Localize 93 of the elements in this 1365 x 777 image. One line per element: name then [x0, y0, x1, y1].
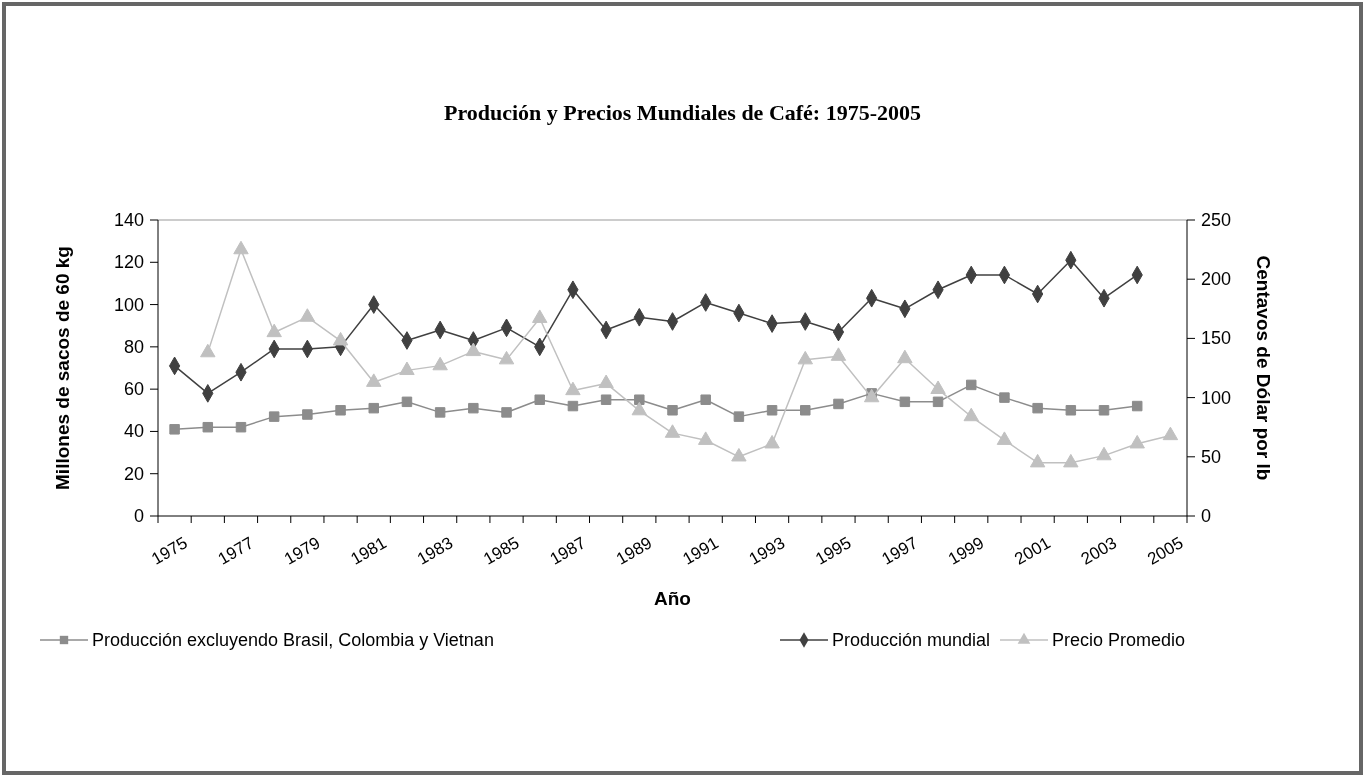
y-tick-label: 20	[123, 463, 144, 484]
y2-axis-title: Centavos de Dólar por lb	[1253, 255, 1274, 481]
point	[335, 405, 346, 416]
point	[1032, 402, 1043, 414]
y-tick-label: 80	[123, 336, 144, 357]
point	[1096, 446, 1112, 461]
point	[930, 380, 946, 394]
point	[532, 309, 548, 323]
point	[731, 447, 747, 462]
y-tick-label: 40	[123, 421, 144, 442]
point	[667, 405, 678, 416]
point	[399, 361, 415, 376]
x-tick-label: 1999	[944, 533, 988, 569]
point	[830, 347, 847, 361]
point	[1131, 400, 1143, 412]
y-tick-label: 60	[123, 379, 144, 400]
point	[468, 402, 479, 414]
x-tick-label: 1991	[679, 533, 722, 569]
point	[800, 405, 811, 416]
point	[664, 424, 681, 438]
point	[899, 396, 911, 408]
point	[268, 411, 280, 422]
point	[332, 331, 349, 346]
point	[465, 342, 482, 357]
point	[598, 374, 614, 389]
point	[567, 400, 579, 412]
point	[634, 394, 645, 405]
point	[200, 343, 216, 358]
point	[1065, 405, 1077, 416]
point	[299, 308, 316, 322]
point	[498, 350, 515, 365]
point	[631, 401, 648, 416]
x-tick-label: 1979	[281, 533, 324, 569]
chart-title: Produción y Precios Mundiales de Café: 1975-2005	[443, 100, 922, 125]
point	[833, 398, 844, 410]
point	[797, 350, 813, 365]
point	[434, 407, 446, 418]
y2-tick-label: 0	[1201, 506, 1212, 526]
point	[1029, 453, 1046, 468]
x-tick-label: 2005	[1144, 533, 1187, 569]
y-tick-label: 120	[113, 252, 144, 273]
x-tick-label: 2001	[1011, 533, 1054, 569]
y-tick-label: 0	[133, 506, 144, 526]
point	[766, 405, 778, 416]
point	[1063, 453, 1079, 468]
point	[501, 407, 512, 418]
point	[401, 396, 413, 408]
point	[963, 407, 979, 422]
point	[366, 373, 382, 387]
point	[565, 381, 581, 396]
legend-label: Precio Promedio	[1052, 630, 1186, 650]
point	[999, 392, 1010, 403]
point	[202, 421, 214, 433]
point	[368, 402, 379, 414]
point	[733, 411, 745, 422]
x-tick-label: 1985	[480, 533, 523, 569]
y-axis-title: Millones de sacos de 60 kg	[51, 245, 74, 492]
y2-tick-label: 200	[1201, 269, 1232, 290]
point	[996, 431, 1013, 445]
point	[266, 323, 282, 338]
point	[932, 396, 944, 408]
x-tick-label: 1989	[613, 533, 656, 569]
point	[863, 388, 880, 403]
y2-tick-label: 50	[1201, 446, 1222, 467]
point	[1129, 434, 1145, 449]
legend-label: Producción mundial	[832, 630, 991, 650]
point	[534, 394, 545, 405]
x-tick-label: 1983	[413, 533, 457, 569]
y2-tick-label: 150	[1201, 328, 1232, 349]
x-tick-label: 1995	[812, 533, 855, 569]
point	[897, 349, 913, 364]
y-tick-label: 140	[113, 210, 144, 230]
x-tick-label: 1975	[148, 533, 191, 569]
point	[432, 356, 448, 371]
y-tick-label: 100	[113, 294, 144, 315]
point	[1098, 405, 1110, 416]
point	[233, 240, 249, 255]
x-tick-label: 1981	[347, 533, 390, 569]
point	[697, 431, 714, 445]
x-axis-title: Año	[654, 588, 691, 609]
x-tick-label: 1993	[745, 533, 789, 569]
point	[302, 409, 313, 420]
point	[235, 421, 247, 433]
point	[764, 434, 780, 449]
point	[966, 379, 977, 391]
point	[169, 424, 180, 435]
point	[700, 394, 711, 405]
point	[1162, 426, 1179, 441]
y2-tick-label: 250	[1201, 210, 1232, 230]
x-tick-label: 2003	[1077, 533, 1121, 569]
legend-label: Producción excluyendo Brasil, Colombia y Vietnan	[92, 630, 494, 650]
y2-tick-label: 100	[1201, 387, 1232, 408]
point	[600, 394, 612, 405]
